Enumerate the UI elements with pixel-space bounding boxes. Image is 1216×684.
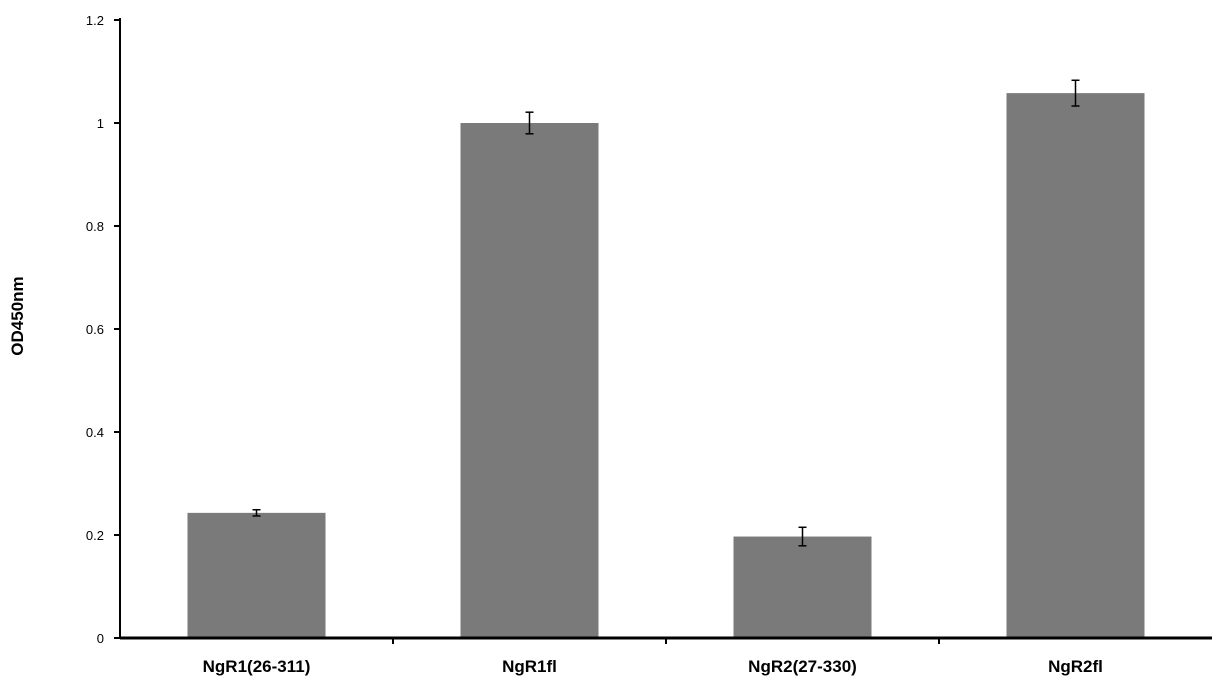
bar: [460, 123, 599, 638]
bars: [187, 79, 1145, 638]
bar: [733, 536, 872, 638]
y-tick-label: 0.8: [86, 219, 104, 234]
category-labels: NgR1(26-311) NgR1fl NgR2(27-330) NgR2fl: [203, 657, 1103, 676]
x-category-label: NgR1(26-311): [203, 657, 311, 676]
y-tick-label: 0: [97, 631, 104, 646]
y-tick-label: 1: [97, 116, 104, 131]
bar: [1006, 93, 1145, 638]
axes: [119, 18, 1212, 644]
y-axis-title: OD450nm: [8, 276, 27, 355]
y-tick-label: 0.2: [86, 528, 104, 543]
y-tick-label: 1.2: [86, 13, 104, 28]
x-category-label: NgR1fl: [502, 657, 557, 676]
x-category-label: NgR2(27-330): [748, 657, 857, 676]
y-tick-label: 0.4: [86, 425, 104, 440]
y-tick-label: 0.6: [86, 322, 104, 337]
bar: [187, 512, 326, 638]
y-axis-ticks: 0 0.2 0.4 0.6 0.8 1 1.2: [86, 13, 120, 646]
x-category-label: NgR2fl: [1048, 657, 1103, 676]
